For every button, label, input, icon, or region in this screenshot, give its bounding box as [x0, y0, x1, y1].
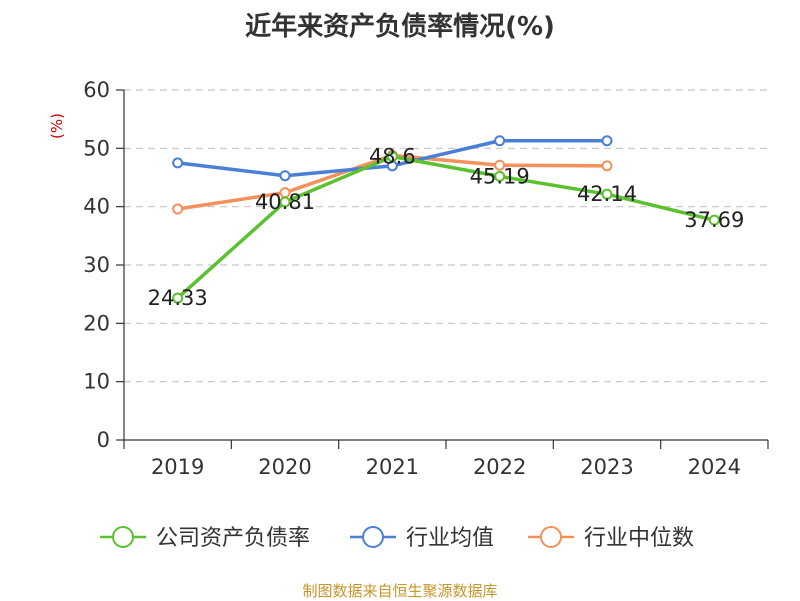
series-point[interactable]	[601, 135, 613, 147]
y-tick-label: 10	[83, 370, 110, 394]
x-tick-label: 2020	[258, 455, 311, 479]
data-label: 42.14	[577, 182, 637, 206]
source-note: 制图数据来自恒生聚源数据库	[302, 582, 498, 600]
x-tick-label: 2022	[473, 455, 526, 479]
data-label: 45.19	[470, 164, 530, 188]
y-tick-label: 20	[83, 311, 110, 335]
x-tick-label: 2023	[580, 455, 633, 479]
legend-swatch-marker	[112, 526, 134, 548]
series-point[interactable]	[708, 214, 720, 226]
data-label: 37.69	[684, 208, 744, 232]
data-label: 24.33	[148, 286, 208, 310]
series-line	[176, 154, 715, 300]
series-point[interactable]	[279, 196, 291, 208]
label-layer: 24.33 40.81 48.6 45.19 42.14 37.69	[148, 145, 745, 311]
legend-swatch-marker	[540, 526, 562, 548]
series-point[interactable]	[172, 203, 184, 215]
legend[interactable]: 公司资产负债率 行业均值 行业中位数	[100, 526, 694, 551]
legend-label: 公司资产负债率	[156, 526, 310, 551]
y-tick-label: 40	[83, 195, 110, 219]
data-label: 40.81	[255, 190, 315, 214]
legend-swatch-marker	[362, 526, 384, 548]
series-point[interactable]	[386, 151, 398, 162]
legend-label: 行业均值	[406, 526, 494, 551]
y-tick-label: 50	[83, 136, 110, 160]
grid-layer	[124, 89, 768, 383]
axis-layer: 0 10 20 30 40 50 60 2019 2020 2021 2022 2023 2024 (%)	[48, 78, 769, 479]
series-point[interactable]	[601, 160, 613, 172]
y-tick-label: 0	[97, 428, 110, 452]
legend-item[interactable]: 公司资产负债率	[100, 526, 310, 551]
series-point[interactable]	[172, 292, 184, 304]
series-layer	[172, 135, 720, 304]
series-point[interactable]	[279, 170, 291, 182]
chart-title: 近年来资产负债率情况(%)	[245, 12, 555, 42]
series-point[interactable]	[494, 135, 506, 147]
x-tick-label: 2019	[151, 455, 204, 479]
series-point[interactable]	[494, 170, 506, 182]
data-label: 48.6	[369, 145, 416, 169]
series-point[interactable]	[601, 188, 613, 200]
series-point[interactable]	[172, 157, 184, 169]
x-tick-label: 2021	[366, 455, 419, 479]
x-tick-label: 2024	[688, 455, 741, 479]
legend-item[interactable]: 行业中位数	[528, 526, 694, 551]
y-tick-label: 30	[83, 253, 110, 277]
y-tick-label: 60	[83, 78, 110, 102]
y-axis-unit: (%)	[48, 113, 66, 139]
series-point[interactable]	[494, 159, 506, 171]
legend-label: 行业中位数	[584, 526, 694, 551]
legend-item[interactable]: 行业均值	[350, 526, 494, 551]
